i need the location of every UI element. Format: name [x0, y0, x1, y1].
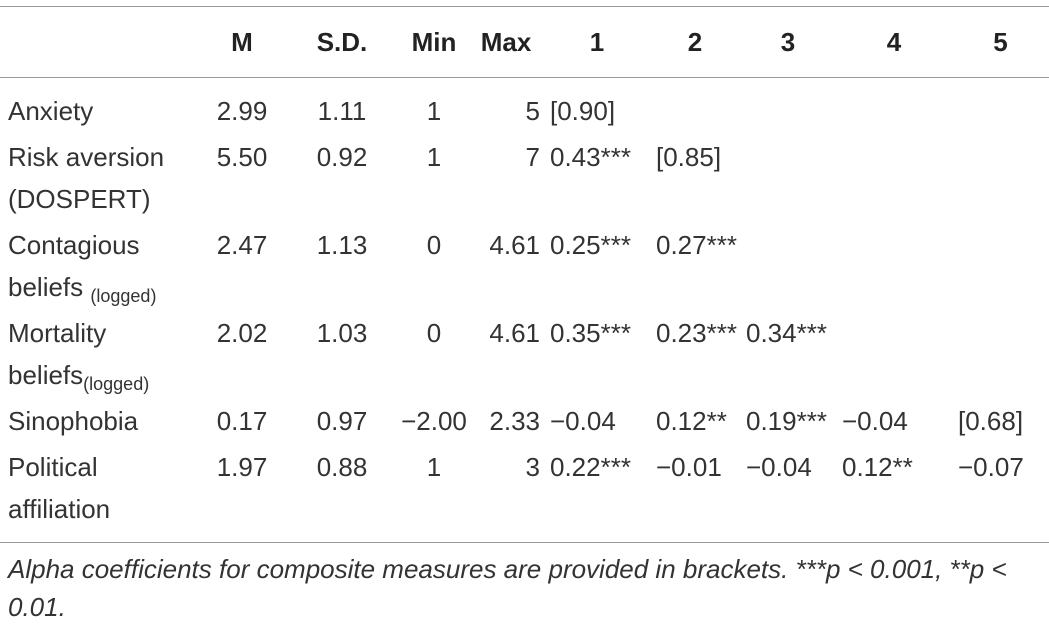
table-cell: 1.03	[316, 318, 368, 348]
table-cell	[836, 222, 952, 310]
table-cell: 0.34***	[746, 318, 827, 348]
table-body: Anxiety 2.99 1.11 1 5 [0.90] Risk aversion (DO…	[0, 78, 1049, 543]
table-cell: 0.22***	[550, 452, 631, 482]
row-label-text: Mortality beliefs	[8, 318, 107, 390]
table-cell: 1.97	[216, 452, 268, 482]
table-cell: 1	[426, 452, 442, 482]
footnote: Alpha coefficients for composite measure…	[8, 554, 1007, 622]
table-cell: 5.50	[216, 142, 268, 172]
column-header: M	[200, 6, 284, 78]
row-label-subscript: (logged)	[90, 286, 157, 306]
table-cell: 0	[426, 230, 442, 260]
table-row: Mortality beliefs(logged) 2.02 1.03 0 4.61 0.…	[0, 310, 1049, 398]
table-cell	[952, 134, 1049, 222]
table-cell: 0.43***	[550, 142, 631, 172]
row-label-text: Sinophobia	[8, 406, 139, 436]
table-cell: 2.99	[216, 96, 268, 126]
column-header: Min	[400, 6, 468, 78]
row-label-text: Political affiliation	[8, 452, 111, 524]
row-label: Sinophobia	[0, 398, 200, 444]
table-cell: 1.11	[317, 96, 367, 126]
table: M S.D. Min Max 1 2 3 4 5 Anxiety 2.99 1.11 1 5 [0.90]…	[0, 6, 1049, 543]
table-cell	[650, 78, 740, 135]
row-label-text: Anxiety	[8, 96, 94, 126]
column-header: 3	[740, 6, 836, 78]
table-cell: 0.88	[316, 452, 368, 482]
table-cell: [0.68]	[958, 406, 1024, 436]
table-cell: −0.04	[550, 406, 616, 436]
table-cell	[740, 78, 836, 135]
table-cell: 0.23***	[656, 318, 737, 348]
column-header: 5	[952, 6, 1049, 78]
table-cell: [0.90]	[550, 96, 616, 126]
table-cell: −0.04	[842, 406, 908, 436]
table-cell: 0.17	[216, 406, 268, 436]
table-cell	[952, 78, 1049, 135]
table-cell: 1	[426, 96, 442, 126]
table-container: M S.D. Min Max 1 2 3 4 5 Anxiety 2.99 1.11 1 5 [0.90]…	[0, 6, 1049, 543]
row-label: Mortality beliefs(logged)	[0, 310, 200, 398]
row-label-subscript: (logged)	[83, 374, 150, 394]
table-cell: 0.25***	[550, 230, 631, 260]
table-cell: 4.61	[489, 318, 540, 348]
table-cell: 0	[426, 318, 442, 348]
table-cell	[952, 310, 1049, 398]
table-cell: −2.00	[401, 406, 467, 436]
table-cell: 0.35***	[550, 318, 631, 348]
table-cell: 4.61	[489, 230, 540, 260]
row-label: Contagious beliefs (logged)	[0, 222, 200, 310]
table-cell: 3	[525, 452, 540, 482]
table-row: Political affiliation 1.97 0.88 1 3 0.22*** −0…	[0, 444, 1049, 543]
row-label: Anxiety	[0, 78, 200, 135]
table-cell	[836, 78, 952, 135]
table-cell: 2.33	[489, 406, 540, 436]
column-header: 1	[544, 6, 650, 78]
table-cell: 2.47	[216, 230, 268, 260]
table-cell: 5	[525, 96, 540, 126]
table-row: Anxiety 2.99 1.11 1 5 [0.90]	[0, 78, 1049, 135]
table-cell: 0.97	[316, 406, 368, 436]
row-label-text: Risk aversion (DOSPERT)	[8, 142, 165, 214]
table-cell: 2.02	[216, 318, 268, 348]
table-cell	[740, 222, 836, 310]
table-cell: −0.01	[656, 452, 722, 482]
table-row: Risk aversion (DOSPERT) 5.50 0.92 1 7 0.43***…	[0, 134, 1049, 222]
table-cell: 0.12**	[842, 452, 913, 482]
table-cell: 1	[426, 142, 442, 172]
table-cell: −0.07	[958, 452, 1024, 482]
table-cell: 1.13	[316, 230, 368, 260]
column-header: Max	[468, 6, 544, 78]
table-cell: 7	[525, 142, 540, 172]
row-label: Risk aversion (DOSPERT)	[0, 134, 200, 222]
column-header: 4	[836, 6, 952, 78]
table-cell: 0.92	[316, 142, 368, 172]
table-cell: 0.12**	[656, 406, 727, 436]
table-cell	[836, 134, 952, 222]
header-row: M S.D. Min Max 1 2 3 4 5	[0, 6, 1049, 78]
table-cell	[952, 222, 1049, 310]
table-cell: [0.85]	[656, 142, 722, 172]
row-label-text: Contagious beliefs	[8, 230, 140, 302]
table-cell	[836, 310, 952, 398]
table-cell: 0.19***	[746, 406, 827, 436]
row-label: Political affiliation	[0, 444, 200, 543]
table-row: Sinophobia 0.17 0.97 −2.00 2.33 −0.04 0.12** 0.…	[0, 398, 1049, 444]
table-cell	[740, 134, 836, 222]
corner	[0, 6, 200, 78]
table-row: Contagious beliefs (logged) 2.47 1.13 0 4.61…	[0, 222, 1049, 310]
table-cell: 0.27***	[656, 230, 737, 260]
column-header: S.D.	[284, 6, 400, 78]
table-cell: −0.04	[746, 452, 812, 482]
column-header: 2	[650, 6, 740, 78]
